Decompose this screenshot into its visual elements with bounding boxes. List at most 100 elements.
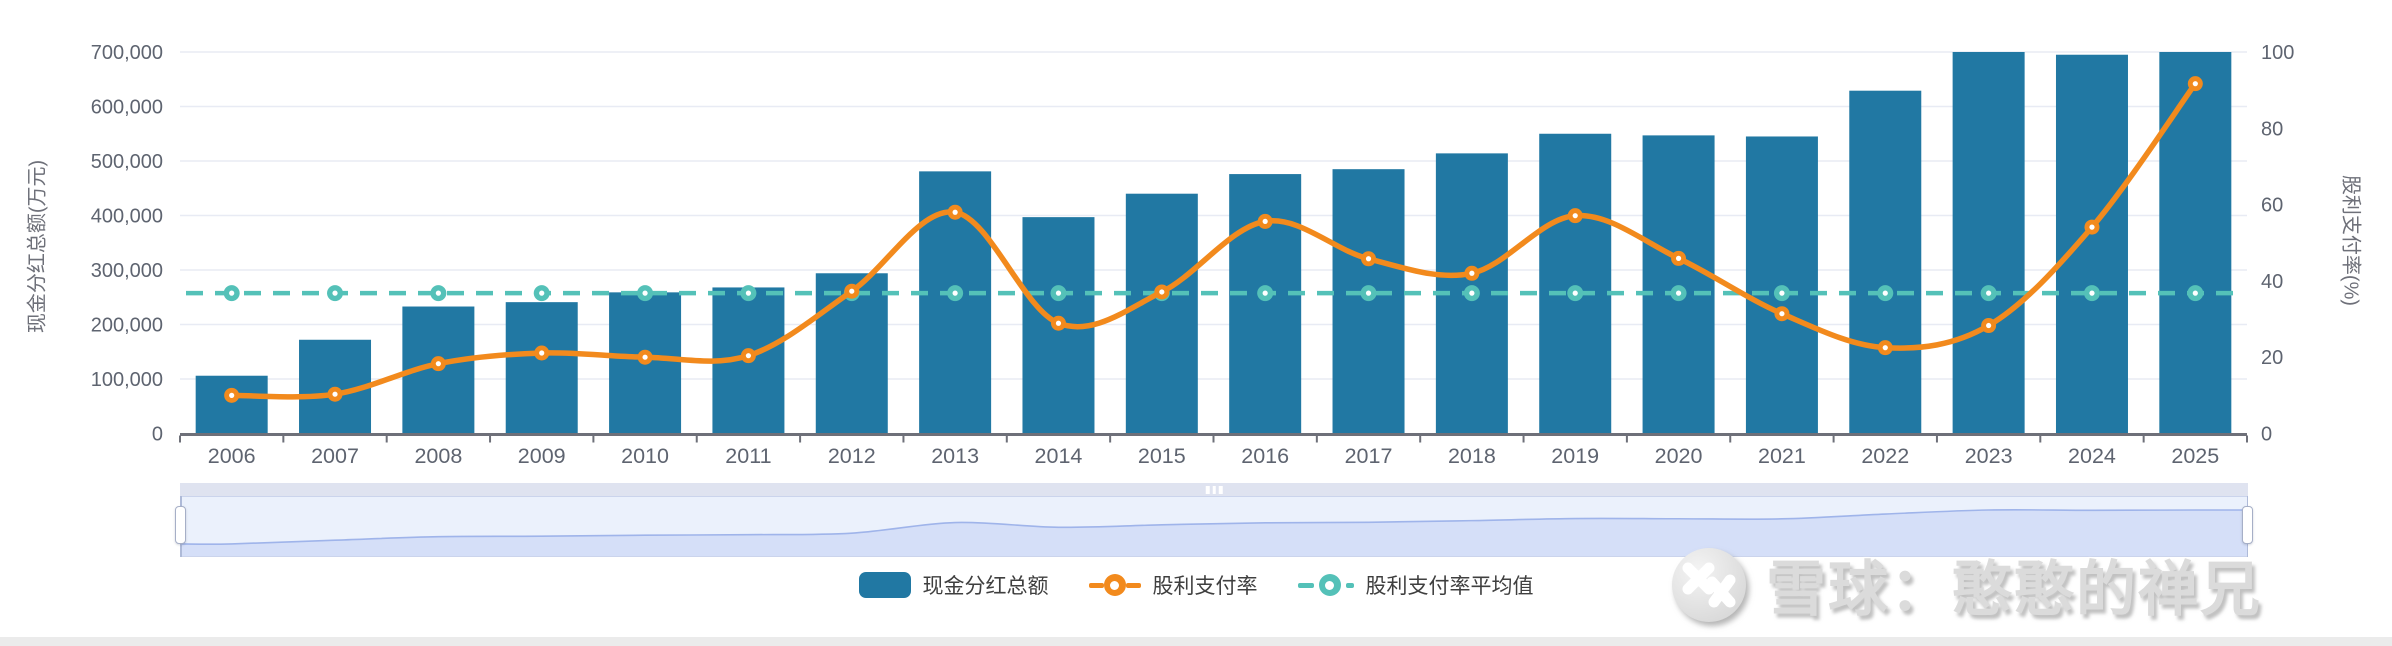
- bar-2017[interactable]: [1332, 169, 1405, 434]
- x-axis-label-2013: 2013: [931, 444, 979, 468]
- right-axis-tick-label: 20: [2261, 347, 2283, 369]
- avg-point-center: [435, 290, 441, 296]
- x-axis-label-2022: 2022: [1861, 444, 1909, 468]
- legend-item-cash-dividend[interactable]: 现金分红总额: [858, 570, 1049, 600]
- bar-2015[interactable]: [1125, 193, 1198, 434]
- legend: 现金分红总额 股利支付率 股利支付率平均值: [0, 570, 2392, 600]
- bar-2019[interactable]: [1539, 133, 1612, 434]
- bar-swatch-icon: [858, 572, 911, 598]
- legend-label: 现金分红总额: [922, 575, 1049, 598]
- payout-point-center: [229, 392, 235, 398]
- x-axis-label-2018: 2018: [1448, 444, 1496, 468]
- payout-point-center: [2089, 224, 2095, 230]
- x-axis-label-2009: 2009: [518, 444, 566, 468]
- x-axis-label-2015: 2015: [1138, 444, 1186, 468]
- payout-point-center: [1882, 345, 1888, 351]
- right-axis-tick-label: 0: [2261, 424, 2272, 446]
- avg-point-center: [2089, 290, 2095, 296]
- x-axis-label-2006: 2006: [208, 444, 256, 468]
- right-axis-tick-label: 80: [2261, 118, 2283, 140]
- legend-label: 股利支付率平均值: [1365, 575, 1534, 598]
- payout-point-center: [1365, 256, 1372, 262]
- payout-point-center: [1675, 255, 1682, 261]
- avg-point-center: [229, 290, 235, 296]
- x-axis-label-2017: 2017: [1345, 444, 1393, 468]
- right-axis-title: 股利支付率(%): [2339, 174, 2362, 307]
- bar-2016[interactable]: [1229, 174, 1302, 434]
- payout-point-center: [1055, 320, 1062, 326]
- datazoom-data-shadow: [181, 508, 2247, 556]
- payout-point-center: [2192, 81, 2198, 87]
- avg-point-center: [1882, 290, 1888, 296]
- left-axis-tick-label: 100,000: [91, 369, 163, 391]
- avg-point-center: [1779, 290, 1785, 296]
- avg-point-center: [1262, 290, 1268, 296]
- bar-2025[interactable]: [2159, 52, 2232, 434]
- bar-2024[interactable]: [2055, 54, 2128, 434]
- x-axis-label-2019: 2019: [1551, 444, 1599, 468]
- avg-point-center: [1572, 290, 1578, 296]
- left-axis-title: 现金分红总额(万元): [26, 159, 49, 334]
- avg-point-center: [745, 290, 752, 296]
- bar-2021[interactable]: [1745, 136, 1818, 434]
- payout-point-center: [435, 361, 441, 367]
- avg-point-center: [952, 290, 958, 296]
- avg-point-center: [642, 290, 648, 296]
- legend-item-payout-ratio[interactable]: 股利支付率: [1088, 570, 1258, 600]
- payout-point-center: [1159, 289, 1165, 295]
- datazoom-grip-icon[interactable]: [1205, 486, 1223, 494]
- left-axis-tick-label: 0: [152, 424, 163, 446]
- bar-2006[interactable]: [195, 375, 268, 434]
- bar-2020[interactable]: [1642, 135, 1715, 434]
- dashed-line-marker-icon: [1297, 572, 1354, 598]
- payout-point-center: [952, 209, 958, 215]
- avg-point-center: [1469, 290, 1475, 296]
- avg-point-center: [539, 290, 545, 296]
- right-axis-tick-label: 60: [2261, 195, 2283, 217]
- payout-point-center: [1986, 322, 1992, 329]
- bottom-strip: [0, 637, 2392, 646]
- avg-point-center: [1055, 290, 1062, 296]
- avg-point-center: [332, 290, 338, 296]
- payout-point-center: [539, 350, 545, 356]
- legend-label: 股利支付率: [1152, 575, 1258, 598]
- right-axis-tick-label: 40: [2261, 271, 2283, 293]
- payout-point-center: [1262, 218, 1268, 224]
- left-axis-tick-label: 200,000: [91, 315, 163, 337]
- bar-2023[interactable]: [1952, 52, 2025, 434]
- payout-point-center: [1572, 213, 1578, 219]
- x-axis-label-2021: 2021: [1758, 444, 1806, 468]
- x-axis-label-2014: 2014: [1035, 444, 1083, 468]
- x-axis-label-2025: 2025: [2171, 444, 2219, 468]
- legend-item-payout-average[interactable]: 股利支付率平均值: [1297, 570, 1534, 600]
- datazoom-track[interactable]: [180, 496, 2248, 557]
- datazoom-move-bar[interactable]: [180, 483, 2248, 497]
- payout-point-center: [745, 353, 752, 359]
- datazoom-slider[interactable]: [175, 483, 2253, 557]
- datazoom-left-handle[interactable]: [175, 506, 186, 544]
- x-axis-label-2007: 2007: [311, 444, 359, 468]
- x-axis-label-2024: 2024: [2068, 444, 2116, 468]
- payout-point-center: [1469, 270, 1475, 276]
- chart-canvas: 0 100,000 200,000 300,000 400,000 500,000 600,…: [91, 42, 2295, 468]
- bar-2022[interactable]: [1849, 90, 1922, 434]
- x-axis-label-2011: 2011: [725, 444, 771, 468]
- x-axis-label-2012: 2012: [828, 444, 876, 468]
- bar-2009[interactable]: [505, 302, 578, 434]
- left-axis-tick-label: 500,000: [91, 151, 163, 173]
- right-axis-tick-label: 100: [2261, 42, 2294, 64]
- avg-point-center: [2192, 290, 2198, 296]
- payout-point-center: [332, 391, 338, 397]
- payout-point-center: [1779, 311, 1785, 317]
- payout-point-center: [849, 288, 855, 294]
- left-axis-tick-label: 400,000: [91, 206, 163, 228]
- left-axis-tick-label: 700,000: [91, 42, 163, 64]
- avg-point-center: [1365, 290, 1372, 296]
- x-axis-label-2010: 2010: [621, 444, 669, 468]
- datazoom-right-handle[interactable]: [2242, 506, 2253, 544]
- left-axis-tick-label: 300,000: [91, 260, 163, 282]
- left-axis-tick-label: 600,000: [91, 97, 163, 119]
- x-axis-label-2020: 2020: [1655, 444, 1703, 468]
- x-axis-label-2023: 2023: [1965, 444, 2013, 468]
